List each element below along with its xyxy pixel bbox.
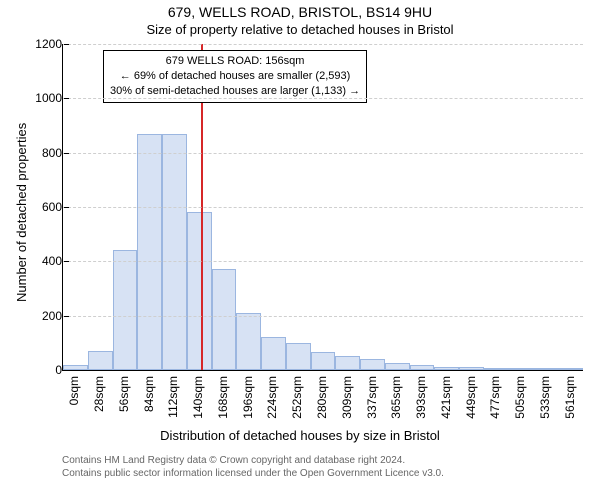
x-tick: 337sqm xyxy=(365,376,379,419)
y-tick: 200 xyxy=(0,309,68,323)
x-axis-label: Distribution of detached houses by size … xyxy=(0,428,600,443)
y-tick: 600 xyxy=(0,200,68,214)
annotation-line3: 30% of semi-detached houses are larger (… xyxy=(110,84,360,99)
x-tick: 365sqm xyxy=(389,376,403,419)
x-tick: 252sqm xyxy=(290,376,304,419)
annotation-box: 679 WELLS ROAD: 156sqm ← 69% of detached… xyxy=(103,50,367,103)
annotation-line2: ← 69% of detached houses are smaller (2,… xyxy=(110,69,360,84)
x-tick: 309sqm xyxy=(340,376,354,419)
x-tick: 56sqm xyxy=(117,376,131,412)
grid-line xyxy=(63,153,583,154)
bar xyxy=(360,359,385,370)
y-tick: 1200 xyxy=(0,37,68,51)
bar xyxy=(459,367,484,370)
bar xyxy=(410,365,435,370)
bar xyxy=(385,363,410,370)
bar xyxy=(261,337,286,370)
bar xyxy=(187,212,212,370)
credits-line1: Contains HM Land Registry data © Crown c… xyxy=(62,454,444,467)
y-tick: 800 xyxy=(0,146,68,160)
bar xyxy=(162,134,187,370)
bar xyxy=(212,269,237,370)
grid-line xyxy=(63,261,583,262)
bar xyxy=(509,368,534,370)
x-tick: 561sqm xyxy=(563,376,577,419)
x-tick: 168sqm xyxy=(216,376,230,419)
x-tick: 393sqm xyxy=(414,376,428,419)
x-tick: 28sqm xyxy=(92,376,106,412)
annotation-line1: 679 WELLS ROAD: 156sqm xyxy=(110,54,360,69)
x-tick: 505sqm xyxy=(513,376,527,419)
chart-container: { "title": "679, WELLS ROAD, BRISTOL, BS… xyxy=(0,0,600,500)
bar xyxy=(88,351,113,370)
x-tick: 533sqm xyxy=(538,376,552,419)
chart-title: 679, WELLS ROAD, BRISTOL, BS14 9HU xyxy=(0,4,600,20)
bar xyxy=(137,134,162,370)
y-tick: 1000 xyxy=(0,91,68,105)
bar xyxy=(311,352,336,370)
bar xyxy=(558,368,583,370)
x-tick: 449sqm xyxy=(464,376,478,419)
x-tick: 84sqm xyxy=(142,376,156,412)
bar xyxy=(236,313,261,370)
x-tick: 112sqm xyxy=(166,376,180,418)
credits-line2: Contains public sector information licen… xyxy=(62,467,444,480)
bar xyxy=(113,250,138,370)
bar xyxy=(335,356,360,370)
plot-area: 679 WELLS ROAD: 156sqm ← 69% of detached… xyxy=(62,44,583,371)
x-tick: 224sqm xyxy=(265,376,279,419)
x-tick: 477sqm xyxy=(488,376,502,419)
x-tick: 196sqm xyxy=(241,376,255,419)
grid-line xyxy=(63,207,583,208)
x-tick: 421sqm xyxy=(439,376,453,419)
x-tick: 0sqm xyxy=(67,376,81,405)
grid-line xyxy=(63,316,583,317)
bar xyxy=(286,343,311,370)
x-tick: 280sqm xyxy=(315,376,329,419)
bar xyxy=(484,368,509,370)
grid-line xyxy=(63,44,583,45)
bar xyxy=(434,367,459,370)
grid-line xyxy=(63,98,583,99)
y-tick: 400 xyxy=(0,254,68,268)
credits: Contains HM Land Registry data © Crown c… xyxy=(62,454,444,480)
bar xyxy=(533,368,558,370)
y-tick: 0 xyxy=(0,363,68,377)
chart-subtitle: Size of property relative to detached ho… xyxy=(0,22,600,37)
x-tick: 140sqm xyxy=(191,376,205,419)
